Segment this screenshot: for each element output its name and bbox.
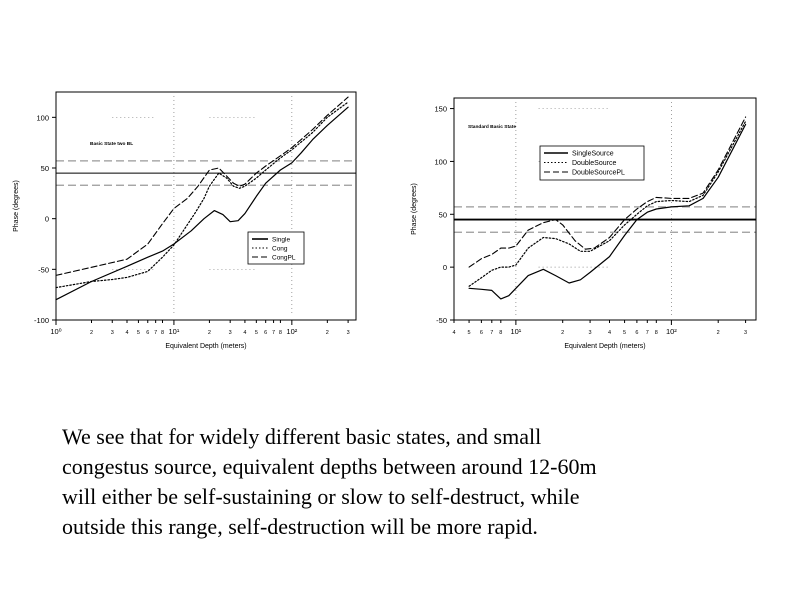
- x-tick-label: 8: [161, 330, 164, 336]
- y-tick-label: -50: [436, 316, 447, 325]
- series-line-doublesourcepl: [468, 116, 747, 268]
- caption-line: outside this range, self-destruction wil…: [62, 514, 538, 539]
- y-tick-label: 150: [434, 105, 447, 114]
- x-tick-label: 8: [499, 330, 502, 336]
- x-tick-label: 10⁰: [50, 327, 61, 336]
- series-line-congpl: [55, 96, 349, 276]
- x-tick-label: 7: [490, 330, 493, 336]
- x-tick-label: 2: [717, 330, 720, 336]
- series-line-cong: [55, 101, 349, 289]
- x-tick-label: 5: [623, 330, 626, 336]
- plot-frame: [55, 91, 357, 321]
- caption-text: We see that for widely different basic s…: [62, 422, 782, 542]
- x-tick-label: 10²: [286, 327, 297, 336]
- legend-box: [247, 231, 305, 265]
- plot-frame: [453, 97, 757, 321]
- y-tick-label: 100: [36, 113, 49, 122]
- x-tick-label: 3: [111, 330, 114, 336]
- y-tick-label: 50: [41, 164, 49, 173]
- x-tick-label: 8: [655, 330, 658, 336]
- x-tick-label: 6: [480, 330, 483, 336]
- y-tick-label: 50: [439, 210, 447, 219]
- y-tick-label: 0: [45, 215, 49, 224]
- y-tick-label: 0: [443, 263, 447, 272]
- series-line-singlesource: [468, 123, 747, 300]
- x-tick-label: 3: [589, 330, 592, 336]
- x-tick-label: 3: [744, 330, 747, 336]
- legend-box: [539, 145, 645, 181]
- x-axis-label: Equivalent Depth (meters): [564, 343, 645, 350]
- x-axis-label: Equivalent Depth (meters): [165, 343, 246, 350]
- x-tick-label: 10¹: [168, 327, 179, 336]
- legend-entry: Cong: [272, 246, 288, 253]
- legend-entry: DoubleSourcePL: [572, 170, 625, 177]
- plot-annotation: Standard Basic State: [468, 124, 516, 130]
- x-tick-label: 8: [279, 330, 282, 336]
- legend-entry: CongPL: [272, 255, 296, 262]
- series-line-single: [55, 106, 349, 301]
- x-tick-label: 5: [137, 330, 140, 336]
- y-axis-label: Phase (degrees): [411, 183, 418, 235]
- x-tick-label: 6: [146, 330, 149, 336]
- x-tick-label: 6: [264, 330, 267, 336]
- x-tick-label: 5: [255, 330, 258, 336]
- caption-line: congestus source, equivalent depths betw…: [62, 454, 597, 479]
- x-tick-label: 2: [90, 330, 93, 336]
- y-tick-label: 100: [434, 157, 447, 166]
- x-tick-label: 4: [452, 330, 455, 336]
- x-tick-label: 10²: [666, 327, 677, 336]
- x-tick-label: 2: [208, 330, 211, 336]
- x-tick-label: 4: [243, 330, 246, 336]
- x-tick-label: 7: [646, 330, 649, 336]
- caption-line: will either be self-sustaining or slow t…: [62, 484, 580, 509]
- y-tick-label: -50: [38, 265, 49, 274]
- x-tick-label: 3: [229, 330, 232, 336]
- y-axis-label: Phase (degrees): [13, 180, 20, 232]
- legend-entry: DoubleSource: [572, 160, 616, 167]
- x-tick-label: 4: [125, 330, 128, 336]
- series-line-doublesource: [468, 120, 747, 287]
- legend-entry: Single: [272, 237, 290, 244]
- x-tick-label: 10¹: [510, 327, 521, 336]
- x-tick-label: 7: [154, 330, 157, 336]
- x-tick-label: 2: [561, 330, 564, 336]
- x-tick-label: 4: [608, 330, 611, 336]
- x-tick-label: 3: [347, 330, 350, 336]
- x-tick-label: 2: [326, 330, 329, 336]
- caption-line: We see that for widely different basic s…: [62, 424, 542, 449]
- x-tick-label: 6: [635, 330, 638, 336]
- x-tick-label: 5: [468, 330, 471, 336]
- plot-annotation: Basic State two BL: [90, 141, 133, 147]
- x-tick-label: 7: [272, 330, 275, 336]
- legend-entry: SingleSource: [572, 151, 614, 158]
- y-tick-label: -100: [34, 316, 49, 325]
